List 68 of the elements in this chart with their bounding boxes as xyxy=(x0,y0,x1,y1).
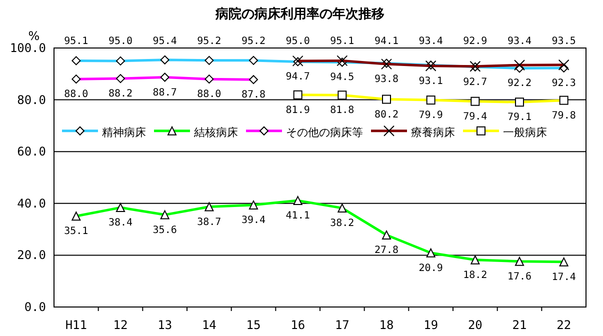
y-tick-label: 100.0 xyxy=(10,41,46,55)
legend-label: 一般病床 xyxy=(503,126,547,139)
data-label: 81.9 xyxy=(286,104,310,116)
data-label: 38.2 xyxy=(330,218,354,230)
data-label: 18.2 xyxy=(463,270,488,281)
data-label: 80.2 xyxy=(374,109,399,120)
x-tick-label: 17 xyxy=(334,318,350,332)
x-tick-label: 14 xyxy=(202,318,216,332)
data-label: 94.7 xyxy=(286,72,310,83)
data-label: 95.2 xyxy=(197,36,222,47)
data-label: 17.6 xyxy=(507,271,532,282)
x-tick-label: 22 xyxy=(556,318,572,332)
x-tick-label: 19 xyxy=(424,318,438,332)
data-label: 92.9 xyxy=(463,36,488,47)
data-label: 93.5 xyxy=(552,36,576,47)
y-tick-label: 0.0 xyxy=(24,300,46,314)
legend-label: 結核病床 xyxy=(193,126,238,139)
data-label: 95.1 xyxy=(330,36,354,47)
x-tick-label: H11 xyxy=(65,318,88,332)
data-label: 81.8 xyxy=(330,105,354,116)
data-label: 35.6 xyxy=(152,224,177,236)
data-label: 79.4 xyxy=(463,111,488,122)
x-tick-label: 15 xyxy=(246,318,261,332)
legend-label: 精神病床 xyxy=(102,126,146,139)
y-tick-label: 40.0 xyxy=(17,196,46,210)
data-label: 88.0 xyxy=(64,89,88,100)
legend-label: 療養病床 xyxy=(411,126,455,139)
data-label: 88.7 xyxy=(152,87,177,98)
y-axis-title: % xyxy=(28,29,40,43)
x-tick-label: 18 xyxy=(379,318,394,332)
data-label: 35.1 xyxy=(64,226,88,238)
data-label: 93.4 xyxy=(418,36,443,47)
chart-title: 病院の病床利用率の年次推移 xyxy=(214,6,384,22)
data-label: 88.0 xyxy=(197,89,222,100)
data-label: 17.4 xyxy=(552,272,576,283)
data-label: 79.8 xyxy=(552,110,576,122)
data-label: 92.2 xyxy=(507,78,532,90)
y-tick-label: 80.0 xyxy=(17,92,46,107)
data-label: 87.8 xyxy=(241,90,266,101)
data-label: 95.0 xyxy=(286,36,310,47)
data-label: 92.7 xyxy=(463,76,488,88)
data-label: 94.5 xyxy=(330,72,354,84)
data-label: 94.1 xyxy=(374,36,399,47)
x-tick-label: 12 xyxy=(113,318,128,332)
data-label: 92.3 xyxy=(552,78,576,89)
data-label: 38.4 xyxy=(108,218,133,229)
data-label: 95.1 xyxy=(64,36,88,47)
data-label: 88.2 xyxy=(108,88,133,100)
x-tick-label: 20 xyxy=(468,318,482,332)
y-tick-label: 20.0 xyxy=(17,248,46,262)
y-tick-label: 60.0 xyxy=(17,144,46,159)
data-label: 20.9 xyxy=(418,262,443,274)
data-label: 93.8 xyxy=(374,74,399,86)
data-label: 38.7 xyxy=(197,216,222,228)
data-label: 27.8 xyxy=(374,245,399,256)
x-tick-label: 21 xyxy=(512,318,527,332)
legend-label: その他の病床等 xyxy=(286,126,363,139)
data-label: 95.4 xyxy=(152,36,177,47)
data-label: 39.4 xyxy=(241,214,266,226)
data-label: 95.0 xyxy=(108,36,133,47)
data-label: 79.1 xyxy=(507,112,532,124)
x-tick-label: 16 xyxy=(290,318,306,332)
data-label: 79.9 xyxy=(418,110,443,122)
data-label: 41.1 xyxy=(286,210,310,222)
x-tick-label: 13 xyxy=(158,318,172,332)
data-label: 93.1 xyxy=(418,76,443,87)
data-label: 93.4 xyxy=(507,36,532,47)
data-label: 95.2 xyxy=(241,36,266,47)
